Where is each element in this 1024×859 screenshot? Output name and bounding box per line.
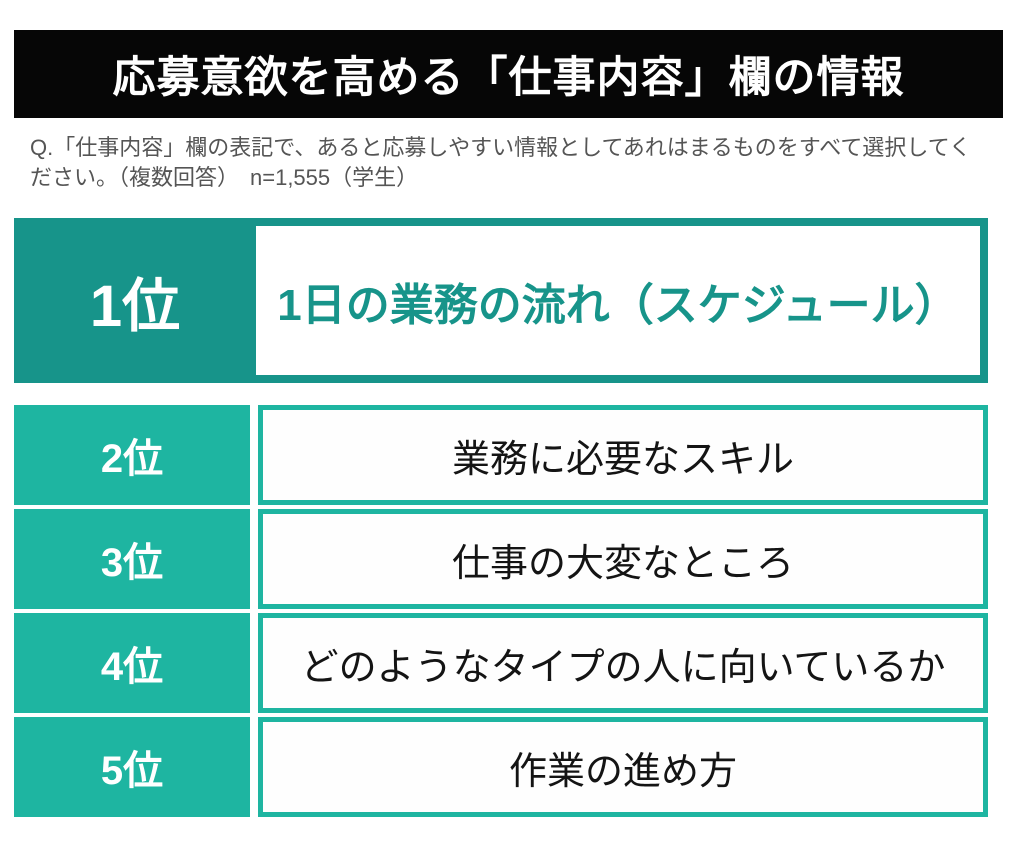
rank-1-label: 1日の業務の流れ（スケジュール） xyxy=(256,226,980,375)
rank-2-badge: 2位 xyxy=(14,405,250,505)
rank-5-row: 5位 作業の進め方 xyxy=(14,717,988,817)
rank-4-badge: 4位 xyxy=(14,613,250,713)
survey-question: Q.「仕事内容」欄の表記で、あると応募しやすい情報としてあれはまるものをすべて選… xyxy=(30,133,990,193)
rank-5-badge: 5位 xyxy=(14,717,250,817)
rank-3-row: 3位 仕事の大変なところ xyxy=(14,509,988,609)
survey-question-line1: Q.「仕事内容」欄の表記で、あると応募しやすい情報としてあれはまるものをすべて選… xyxy=(30,135,972,160)
rank-2-row: 2位 業務に必要なスキル xyxy=(14,405,988,505)
rank-1-badge: 1位 xyxy=(89,273,181,339)
rank-5-label: 作業の進め方 xyxy=(258,717,988,817)
rank-3-badge: 3位 xyxy=(14,509,250,609)
rank-3-label: 仕事の大変なところ xyxy=(258,509,988,609)
page-title: 応募意欲を高める「仕事内容」欄の情報 xyxy=(112,54,905,102)
rank-4-row: 4位 どのようなタイプの人に向いているか xyxy=(14,613,988,713)
rank-1-row: 1位 1日の業務の流れ（スケジュール） xyxy=(14,218,988,383)
rank-2-label: 業務に必要なスキル xyxy=(258,405,988,505)
survey-question-line2: ださい。（複数回答） n=1,555（学生） xyxy=(30,165,419,190)
rank-4-label: どのようなタイプの人に向いているか xyxy=(258,613,988,713)
title-banner: 応募意欲を高める「仕事内容」欄の情報 xyxy=(14,30,1003,118)
